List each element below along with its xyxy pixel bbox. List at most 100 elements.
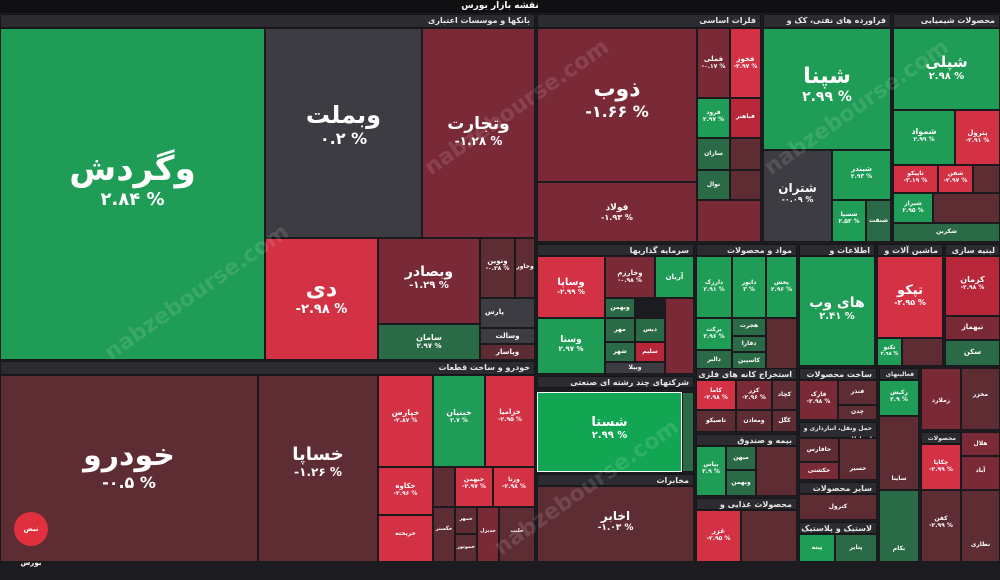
tile-shafan[interactable]: شفن -۲.۹۷ % [938, 165, 973, 193]
tile-dfara[interactable]: دفارا [732, 336, 766, 352]
tile-chadan[interactable]: چدن [838, 405, 877, 420]
tile-misc5[interactable] [933, 193, 1000, 223]
tile-vbila[interactable]: وبیلا [605, 362, 665, 374]
tile-foroud[interactable]: فرود ۲.۹۷ % [697, 98, 730, 138]
tile-hvb[interactable]: های وب ۲.۴۱ % [799, 256, 875, 366]
tile-dalbar[interactable]: دابور ۳ % [732, 256, 766, 318]
tile-misc10[interactable] [682, 392, 694, 472]
tile-misc3[interactable] [697, 200, 761, 242]
tile-zob[interactable]: ذوب -۱.۶۶ % [537, 28, 697, 182]
tile-ghezar[interactable]: غزر -۲.۹۵ % [696, 510, 741, 562]
tile-fkhooz[interactable]: فخوز -۲.۹۷ % [730, 28, 761, 98]
tile-shnaft[interactable]: شنفت [866, 200, 891, 242]
tile-khpars[interactable]: خپارس -۲.۸۷ % [378, 375, 433, 467]
tile-sakhon[interactable]: سکن [945, 340, 1000, 366]
tile-noval[interactable]: نوال [697, 170, 730, 200]
tile-selim[interactable]: سلیم [635, 342, 665, 362]
tile-vbahman2[interactable]: وبهمن [726, 470, 756, 496]
tile-khbahman[interactable]: خبهمن -۲.۹۷ % [455, 467, 493, 507]
tile-kegol[interactable]: کگل [772, 410, 797, 432]
tile-tapikom[interactable]: تاصیکو [696, 410, 736, 432]
tile-misc11[interactable] [756, 446, 797, 496]
tile-shpna[interactable]: شپنا ۲.۹۹ % [763, 28, 891, 150]
tile-kchad[interactable]: کچاد [772, 380, 797, 410]
tile-kama[interactable]: کاما -۲.۹۸ % [696, 380, 736, 410]
tile-khrikhtar[interactable]: خریخته [378, 515, 433, 562]
tile-hakeshti[interactable]: حکشتی [799, 462, 839, 480]
tile-shamvad[interactable]: شمواد ۲.۹۹ % [893, 110, 955, 165]
tile-kvahed[interactable]: کترول [799, 494, 877, 520]
tile-khbnian[interactable]: خبنیان ۲.۷ % [433, 375, 485, 467]
tile-misc6[interactable] [665, 298, 694, 374]
tile-misc8[interactable] [902, 338, 943, 366]
tile-petrol[interactable]: پترول -۲.۹۱ % [955, 110, 1000, 165]
tile-abad[interactable]: آباد [961, 456, 1000, 490]
tile-shahr[interactable]: شهر [605, 342, 635, 362]
tile-shasta[interactable]: شستا ۲.۹۹ % [537, 392, 682, 472]
tile-saman[interactable]: سامان ۲.۹۷ % [378, 324, 480, 360]
tile-fameli[interactable]: فملی -۰.۱۷ % [697, 28, 730, 98]
tile-rakam[interactable]: رکیش ۲.۹ % [879, 380, 919, 416]
tile-khlant[interactable]: خلنت [499, 507, 535, 562]
tile-hasir[interactable]: حسیر [839, 438, 877, 480]
tile-misc2[interactable] [730, 170, 761, 200]
tile-misc1[interactable] [730, 138, 761, 170]
tile-vnovin[interactable]: ونوین -۰.۲۸ % [480, 238, 515, 298]
tile-saler[interactable]: ساینا [879, 416, 919, 490]
tile-misc9[interactable] [433, 467, 455, 507]
tile-vbahman[interactable]: وبهمن [605, 298, 635, 318]
tile-shiraz[interactable]: شیراز ۲.۹۵ % [893, 193, 933, 223]
tile-akhaber[interactable]: اخابر -۱.۰۳ % [537, 486, 694, 562]
tile-dalber[interactable]: دالبر [696, 350, 732, 370]
tile-khgostar[interactable]: خکاوه -۲.۹۶ % [378, 467, 433, 515]
tile-tapiko[interactable]: تاپیکو -۳.۱۹ % [893, 165, 938, 193]
tile-vrna[interactable]: ورنا -۲.۹۸ % [493, 467, 535, 507]
tile-vtejarat[interactable]: وتجارت -۱.۲۸ % [422, 28, 535, 238]
tile-aryan[interactable]: آریان [655, 256, 694, 298]
tile-vpasar[interactable]: وپاسار [480, 344, 535, 360]
tile-tmahn[interactable]: تیهماز [945, 316, 1000, 340]
tile-pineh[interactable]: پینه [799, 534, 835, 562]
tile-vsalat[interactable]: وسالت [480, 328, 535, 344]
tile-khzamia[interactable]: خزامیا -۲.۹۵ % [485, 375, 535, 467]
tile-vmadan[interactable]: ومعادن [736, 410, 772, 432]
tile-misc7[interactable] [766, 318, 797, 370]
tile-tapko[interactable]: تپکو -۲.۹۵ % [877, 256, 943, 338]
tile-fanazar[interactable]: فنذر [838, 380, 877, 405]
tile-nazari[interactable]: نطاری [961, 490, 1000, 562]
tile-zomrad[interactable]: زملارد [921, 368, 961, 430]
tile-vbsader[interactable]: وبصادر -۱.۲۹ % [378, 238, 480, 324]
tile-kaf[interactable]: کفن -۲.۹۹ % [921, 490, 961, 562]
tile-parsian[interactable]: پارس [480, 298, 535, 328]
tile-bpas[interactable]: بپاس ۲.۹ % [696, 446, 726, 496]
tile-vbemellat[interactable]: وبملت ۰.۲ % [265, 28, 422, 238]
tile-sazaran[interactable]: سازان [697, 138, 730, 170]
tile-vkharazm[interactable]: وخارزم -۰.۹۸ % [605, 256, 655, 298]
tile-hafaran[interactable]: حافارس [799, 438, 839, 462]
tile-khemehvar[interactable]: خگستر [433, 507, 455, 562]
tile-vkhavar[interactable]: وخاور [515, 238, 535, 298]
tile-shbandar[interactable]: شبندر ۲.۹۳ % [832, 150, 891, 200]
tile-shpli[interactable]: شپلی ۲.۹۸ % [893, 28, 1000, 110]
tile-ptayer[interactable]: پتایر [835, 534, 877, 562]
tile-shesapa[interactable]: شسپا ۲.۵۳ % [832, 200, 866, 242]
tile-vsapa[interactable]: وساپا -۲.۹۹ % [537, 256, 605, 318]
tile-dis[interactable]: دیس [635, 318, 665, 342]
tile-vgardesh[interactable]: وگردش ۲.۸۴ % [0, 28, 265, 360]
tile-bekam[interactable]: بکام [879, 490, 919, 562]
tile-fasaz[interactable]: فارک -۲.۹۸ % [799, 380, 838, 420]
tile-hejrat[interactable]: هجرت [732, 318, 766, 336]
tile-shtran[interactable]: شتران -۰.۰۹ % [763, 150, 832, 242]
tile-barkat[interactable]: برکت ۲.۹۶ % [696, 318, 732, 350]
tile-halaf[interactable]: هلال [961, 432, 1000, 456]
tile-khsapa[interactable]: خساپا -۱.۲۶ % [258, 375, 378, 562]
tile-foulad[interactable]: فولاد -۱.۹۳ % [537, 182, 697, 242]
tile-khmoor[interactable]: خموتور [455, 534, 477, 562]
tile-kzar[interactable]: کزر -۲.۹۶ % [736, 380, 772, 410]
tile-di[interactable]: دی -۲.۹۸ % [265, 238, 378, 360]
tile-misc4[interactable] [973, 165, 1000, 193]
tile-fbahonar[interactable]: فباهنر [730, 98, 761, 138]
tile-tako[interactable]: تکنو ۲.۹۸ % [877, 338, 902, 366]
tile-mahzar[interactable]: مخزر [961, 368, 1000, 430]
tile-misc12[interactable] [741, 510, 797, 562]
